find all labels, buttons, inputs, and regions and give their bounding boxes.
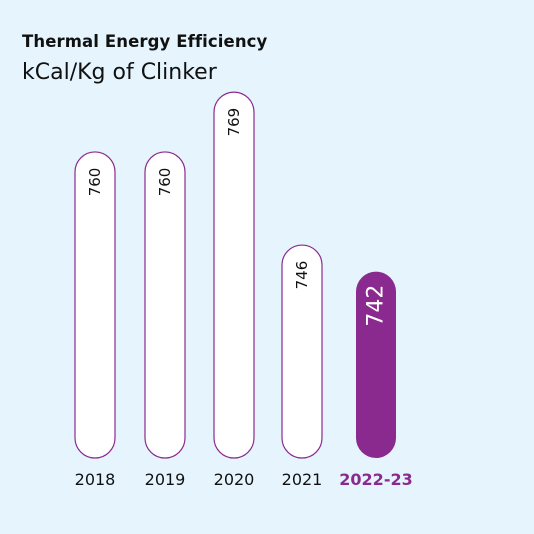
chart-title: Thermal Energy Efficiency — [22, 32, 268, 51]
category-label-2018: 2018 — [75, 470, 116, 489]
data-label-2021: 746 — [293, 261, 311, 290]
bar-2019 — [144, 151, 186, 459]
data-label-2018: 760 — [86, 168, 104, 197]
chart-subtitle: kCal/Kg of Clinker — [22, 60, 217, 85]
data-label-2019: 760 — [156, 168, 174, 197]
category-label-2020: 2020 — [214, 470, 255, 489]
bar-2020 — [213, 91, 255, 459]
bar-2018 — [74, 151, 116, 459]
category-label-2022-23: 2022-23 — [339, 470, 412, 489]
category-label-2019: 2019 — [145, 470, 186, 489]
bar-2022-23 — [356, 271, 396, 458]
data-label-2020: 769 — [225, 108, 243, 137]
bar-2021 — [281, 244, 323, 459]
category-label-2021: 2021 — [282, 470, 323, 489]
data-label-2022-23: 742 — [364, 285, 389, 327]
